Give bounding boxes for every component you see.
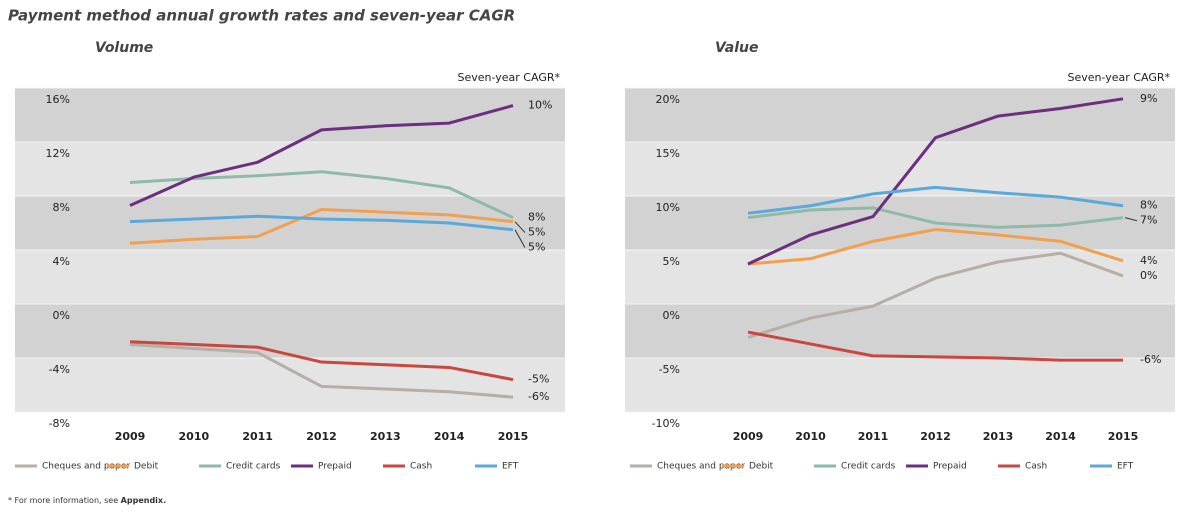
x-tick-label: 2011	[858, 430, 889, 443]
legend-label: EFT	[1117, 462, 1134, 472]
series-line	[747, 206, 1124, 229]
y-tick-label: 15%	[656, 147, 680, 160]
y-tick-label: -8%	[49, 417, 70, 430]
cagr-label: 5%	[528, 226, 545, 239]
y-tick-label: 16%	[46, 93, 70, 106]
panel-title: Value	[715, 40, 758, 56]
y-tick-label: 20%	[656, 93, 680, 106]
band	[625, 196, 1175, 250]
y-tick-label: -10%	[652, 417, 680, 430]
band	[15, 304, 565, 358]
series-line	[129, 214, 514, 232]
y-tick-label: 4%	[53, 255, 70, 268]
footnote: * For more information, see Appendix.	[8, 496, 166, 505]
legend-label: Cheques and paper	[42, 462, 130, 472]
cagr-label: 7%	[1140, 214, 1157, 227]
page-title: Payment method annual growth rates and s…	[8, 7, 515, 25]
y-tick-label: -4%	[49, 363, 70, 376]
x-tick-label: 2013	[370, 430, 401, 443]
x-tick-label: 2009	[115, 430, 146, 443]
legend-label: Debit	[134, 462, 159, 472]
x-tick-label: 2011	[242, 430, 273, 443]
band	[625, 88, 1175, 142]
annotation: Seven-year CAGR*	[458, 71, 561, 84]
legend-label: Cash	[410, 462, 432, 472]
x-tick-label: 2012	[920, 430, 951, 443]
y-tick-label: -5%	[659, 363, 680, 376]
x-tick-label: 2013	[983, 430, 1014, 443]
series-line	[747, 251, 1124, 339]
cagr-label: 4%	[1140, 254, 1157, 267]
x-tick-label: 2012	[306, 430, 337, 443]
leader-line	[514, 221, 526, 233]
legend-label: EFT	[502, 462, 519, 472]
cagr-label: 9%	[1140, 92, 1157, 105]
cagr-label: -5%	[528, 373, 549, 386]
footnote-text: * For more information, see	[8, 496, 121, 505]
panel-title: Volume	[95, 40, 153, 56]
y-tick-label: 8%	[53, 201, 70, 214]
x-tick-label: 2014	[1045, 430, 1076, 443]
x-tick-label: 2015	[498, 430, 529, 443]
series-line	[129, 343, 514, 399]
series-line	[747, 330, 1123, 362]
cagr-label: -6%	[1140, 353, 1161, 366]
legend-label: Debit	[749, 462, 774, 472]
cagr-label: 5%	[528, 241, 545, 254]
leader-line	[514, 229, 526, 248]
y-tick-label: 10%	[656, 201, 680, 214]
cagr-label: 8%	[1140, 199, 1157, 212]
legend-label: Prepaid	[318, 462, 352, 472]
band	[625, 304, 1175, 358]
x-tick-label: 2014	[434, 430, 465, 443]
legend-label: Credit cards	[841, 462, 896, 472]
series-line	[747, 227, 1124, 266]
legend-label: Cheques and paper	[657, 462, 745, 472]
y-tick-label: 0%	[663, 309, 680, 322]
cagr-label: 10%	[528, 99, 552, 112]
cagr-label: -6%	[528, 390, 549, 403]
leader-line	[1124, 217, 1138, 222]
series-line	[129, 208, 514, 245]
cagr-label: 0%	[1140, 269, 1157, 282]
y-tick-label: 5%	[663, 255, 680, 268]
x-tick-label: 2009	[733, 430, 764, 443]
y-tick-label: 12%	[46, 147, 70, 160]
series-line	[747, 97, 1124, 266]
y-tick-label: 0%	[53, 309, 70, 322]
series-line	[747, 185, 1124, 215]
x-tick-label: 2010	[179, 430, 210, 443]
series-line	[129, 104, 514, 207]
annotation: Seven-year CAGR*	[1068, 71, 1171, 84]
legend-label: Prepaid	[933, 462, 967, 472]
cagr-label: 8%	[528, 211, 545, 224]
x-tick-label: 2015	[1108, 430, 1139, 443]
x-tick-label: 2010	[795, 430, 826, 443]
legend-label: Credit cards	[226, 462, 281, 472]
series-line	[129, 340, 514, 382]
legend-label: Cash	[1025, 462, 1047, 472]
footnote-link: Appendix.	[121, 496, 166, 505]
